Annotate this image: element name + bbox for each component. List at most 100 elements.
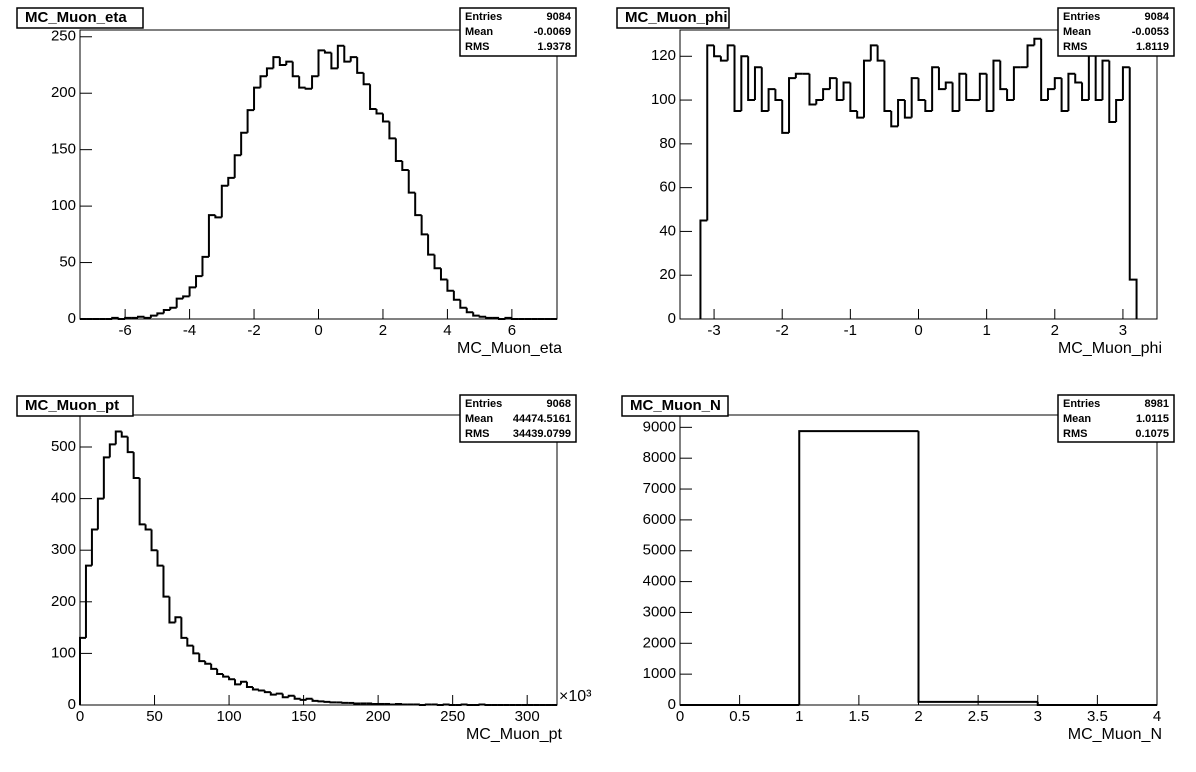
histogram-bin xyxy=(311,75,319,89)
histogram-bin xyxy=(958,72,967,112)
histogram-bin xyxy=(442,703,450,706)
histogram-bin xyxy=(120,431,128,438)
y-tick-label: 400 xyxy=(51,490,76,507)
histogram-bin xyxy=(883,60,892,113)
y-tick-label: 0 xyxy=(68,696,76,713)
x-tick-label: 1 xyxy=(982,322,990,339)
stats-value: 9084 xyxy=(547,11,572,23)
x-tick-label: 0 xyxy=(314,322,322,339)
x-tick-label: 50 xyxy=(146,708,163,725)
histogram-bin xyxy=(849,82,858,113)
histogram-bin xyxy=(510,317,519,320)
stats-value: 8981 xyxy=(1145,398,1169,410)
x-tick-label: -3 xyxy=(707,322,720,339)
histogram-bin xyxy=(401,160,409,171)
histogram-bin xyxy=(713,45,721,58)
histogram-bin xyxy=(466,704,474,706)
histogram-bin xyxy=(132,452,140,479)
histogram-bin xyxy=(388,121,396,140)
histogram-bin xyxy=(201,255,209,277)
histogram-bin xyxy=(336,44,345,69)
x-tick-label: -1 xyxy=(844,322,857,339)
y-tick-label: 200 xyxy=(51,84,76,101)
histogram-bin xyxy=(138,477,146,526)
histogram-bin xyxy=(1074,73,1083,84)
histogram-bin xyxy=(228,676,236,681)
histogram-bin xyxy=(204,661,212,665)
histogram-bin xyxy=(862,59,871,118)
histogram-bin xyxy=(1036,701,1157,706)
histogram-bin xyxy=(269,692,277,696)
histogram-bin xyxy=(478,703,486,706)
histogram-bin xyxy=(999,60,1008,91)
y-tick-label: 200 xyxy=(51,593,76,610)
histogram-bin xyxy=(484,704,492,706)
chart-title: MC_Muon_phi xyxy=(625,9,728,26)
histogram-bin xyxy=(856,111,864,119)
histogram-bin xyxy=(815,99,824,105)
y-tick-label: 2000 xyxy=(643,634,676,651)
y-tick-label: 60 xyxy=(659,179,676,196)
histogram-bin xyxy=(175,297,184,308)
histogram-bin xyxy=(740,55,749,112)
x-exponent: ×10³ xyxy=(559,688,592,705)
histogram-bin xyxy=(446,279,454,292)
y-tick-label: 20 xyxy=(659,266,676,283)
histogram-bin xyxy=(420,215,429,236)
stats-box xyxy=(459,394,577,443)
x-tick-label: 0 xyxy=(676,708,684,725)
histogram-bin xyxy=(293,695,301,700)
chart-title: MC_Muon_pt xyxy=(25,397,119,414)
x-tick-label: 0 xyxy=(76,708,84,725)
histogram-bin xyxy=(317,700,325,703)
histogram-bin xyxy=(263,690,271,694)
histogram-bin xyxy=(298,76,306,89)
histogram-bin xyxy=(452,290,461,301)
histogram-bin xyxy=(278,57,287,66)
histogram-bin xyxy=(144,524,152,531)
y-tick-label: 7000 xyxy=(643,480,676,497)
x-tick-label: 0.5 xyxy=(729,708,750,725)
histogram-bin xyxy=(341,701,349,704)
y-tick-label: 8000 xyxy=(643,449,676,466)
histogram-bin xyxy=(1046,88,1055,101)
histogram-bin xyxy=(304,87,313,90)
histogram-bin xyxy=(985,73,994,113)
histogram-bin xyxy=(323,700,331,703)
x-tick-label: 1 xyxy=(795,708,803,725)
histogram-bin xyxy=(427,234,435,256)
histogram-bin xyxy=(910,77,919,118)
x-axis-label: MC_Muon_eta xyxy=(457,340,562,357)
stats-name: Mean xyxy=(1063,26,1091,38)
histogram-bin xyxy=(275,692,283,695)
histogram-bin xyxy=(897,99,905,127)
histogram-bin xyxy=(917,78,926,102)
title-box xyxy=(621,395,729,417)
stats-name: Entries xyxy=(465,11,502,23)
histogram-bin xyxy=(978,72,987,101)
histogram-bin xyxy=(433,254,441,270)
histogram-bin xyxy=(265,67,274,77)
x-tick-label: 3.5 xyxy=(1087,708,1108,725)
histogram-bin xyxy=(117,317,126,320)
histogram-bin xyxy=(108,443,116,458)
histogram-bin xyxy=(362,72,371,86)
y-tick-label: 3000 xyxy=(643,603,676,620)
histogram-bin xyxy=(137,315,145,318)
chart-title: MC_Muon_N xyxy=(630,397,721,414)
histogram-bin xyxy=(124,316,132,319)
x-tick-label: 6 xyxy=(508,322,516,339)
histogram-bin xyxy=(257,689,265,692)
histogram-bin xyxy=(1108,60,1117,123)
x-axis-label: MC_Muon_N xyxy=(1068,726,1162,743)
stats-name: Entries xyxy=(465,398,502,410)
histogram-bin xyxy=(788,77,796,133)
histogram-bin xyxy=(180,617,188,639)
histogram-bin xyxy=(1060,78,1069,113)
x-axis-label: MC_Muon_pt xyxy=(466,726,563,743)
histogram-bin xyxy=(188,286,197,297)
stats-name: Entries xyxy=(1063,398,1100,410)
histogram-bin xyxy=(251,686,259,691)
histogram-bin xyxy=(317,49,325,77)
stats-name: Mean xyxy=(465,26,493,38)
